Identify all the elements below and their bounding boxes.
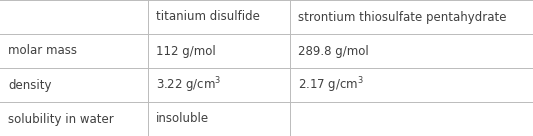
Text: solubility in water: solubility in water	[8, 112, 114, 126]
Text: titanium disulfide: titanium disulfide	[156, 10, 260, 24]
Text: 2.17 g/cm$^3$: 2.17 g/cm$^3$	[298, 75, 364, 95]
Text: density: density	[8, 78, 52, 92]
Text: strontium thiosulfate pentahydrate: strontium thiosulfate pentahydrate	[298, 10, 506, 24]
Text: 112 g/mol: 112 g/mol	[156, 44, 216, 58]
Text: molar mass: molar mass	[8, 44, 77, 58]
Text: insoluble: insoluble	[156, 112, 209, 126]
Text: 3.22 g/cm$^3$: 3.22 g/cm$^3$	[156, 75, 221, 95]
Text: 289.8 g/mol: 289.8 g/mol	[298, 44, 369, 58]
